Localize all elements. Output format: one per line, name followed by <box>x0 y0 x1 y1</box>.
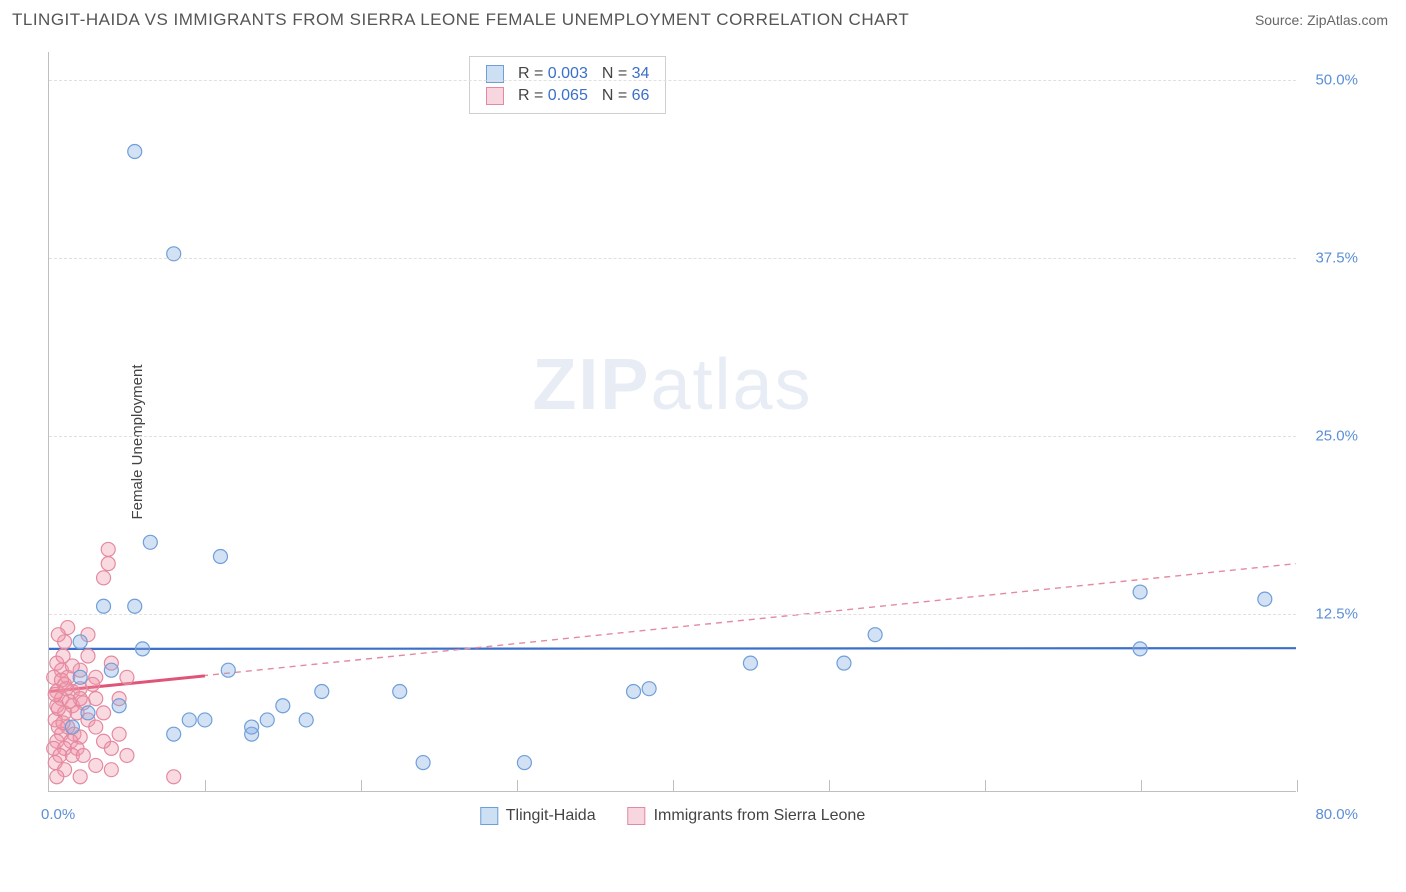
x-tick <box>1141 780 1142 792</box>
data-point <box>198 713 212 727</box>
data-point <box>416 756 430 770</box>
n-label-2: N = <box>602 87 627 104</box>
gridline-h <box>49 614 1296 615</box>
n-label-1: N = <box>602 65 627 82</box>
series2-name: Immigrants from Sierra Leone <box>654 807 866 825</box>
data-point <box>743 656 757 670</box>
data-point <box>245 720 259 734</box>
series1-name: Tlingit-Haida <box>506 807 596 825</box>
data-point <box>315 685 329 699</box>
data-point <box>128 144 142 158</box>
data-point <box>104 763 118 777</box>
data-point <box>260 713 274 727</box>
x-tick <box>829 780 830 792</box>
data-point <box>128 599 142 613</box>
bottom-legend-item-2: Immigrants from Sierra Leone <box>628 807 866 825</box>
data-point <box>642 682 656 696</box>
data-point <box>59 682 73 696</box>
legend-stats-row-1: R = 0.003 N = 34 <box>486 63 649 85</box>
data-point <box>65 720 79 734</box>
plot-area: ZIPatlas R = 0.003 N = 34 R = 0.065 N = … <box>48 52 1296 792</box>
data-point <box>86 677 100 691</box>
data-point <box>167 770 181 784</box>
x-tick <box>517 780 518 792</box>
y-tick-label: 37.5% <box>1315 250 1358 267</box>
data-point <box>89 720 103 734</box>
data-point <box>1133 585 1147 599</box>
data-point <box>299 713 313 727</box>
trend-line <box>49 648 1296 649</box>
data-point <box>81 706 95 720</box>
trend-line <box>49 564 1296 692</box>
legend-stats-row-2: R = 0.065 N = 66 <box>486 85 649 107</box>
data-point <box>112 727 126 741</box>
y-tick-label: 50.0% <box>1315 72 1358 89</box>
data-point <box>627 685 641 699</box>
data-point <box>221 663 235 677</box>
data-point <box>120 748 134 762</box>
r-label-2: R = <box>518 87 543 104</box>
data-point <box>1133 642 1147 656</box>
data-point <box>182 713 196 727</box>
data-point <box>104 663 118 677</box>
x-tick <box>205 780 206 792</box>
data-point <box>81 649 95 663</box>
data-point <box>167 727 181 741</box>
r-label-1: R = <box>518 65 543 82</box>
x-origin-label: 0.0% <box>41 806 75 823</box>
source-attribution: Source: ZipAtlas.com <box>1255 12 1388 28</box>
r-value-2: 0.065 <box>548 87 588 104</box>
y-tick-label: 12.5% <box>1315 606 1358 623</box>
x-tick <box>361 780 362 792</box>
data-point <box>97 599 111 613</box>
plot-svg <box>49 52 1296 791</box>
data-point <box>50 770 64 784</box>
data-point <box>120 670 134 684</box>
data-point <box>143 535 157 549</box>
n-value-2: 66 <box>632 87 650 104</box>
data-point <box>1258 592 1272 606</box>
data-point <box>73 770 87 784</box>
data-point <box>213 550 227 564</box>
data-point <box>97 734 111 748</box>
data-point <box>97 571 111 585</box>
data-point <box>517 756 531 770</box>
chart-header: TLINGIT-HAIDA VS IMMIGRANTS FROM SIERRA … <box>0 0 1406 36</box>
data-point <box>62 694 76 708</box>
data-point <box>112 699 126 713</box>
x-tick <box>673 780 674 792</box>
bottom-legend-item-1: Tlingit-Haida <box>480 807 596 825</box>
x-max-label: 80.0% <box>1315 806 1358 823</box>
data-point <box>89 692 103 706</box>
data-point <box>868 628 882 642</box>
bottom-legend: Tlingit-Haida Immigrants from Sierra Leo… <box>480 807 865 825</box>
data-point <box>101 542 115 556</box>
data-point <box>76 748 90 762</box>
gridline-h <box>49 80 1296 81</box>
y-tick-label: 25.0% <box>1315 428 1358 445</box>
chart-container: Female Unemployment ZIPatlas R = 0.003 N… <box>48 52 1378 832</box>
r-value-1: 0.003 <box>548 65 588 82</box>
legend-stats-box: R = 0.003 N = 34 R = 0.065 N = 66 <box>469 56 666 114</box>
data-point <box>393 685 407 699</box>
gridline-h <box>49 436 1296 437</box>
series2-swatch-bottom <box>628 807 646 825</box>
data-point <box>51 628 65 642</box>
data-point <box>276 699 290 713</box>
gridline-h <box>49 258 1296 259</box>
chart-title: TLINGIT-HAIDA VS IMMIGRANTS FROM SIERRA … <box>12 10 909 30</box>
data-point <box>97 706 111 720</box>
n-value-1: 34 <box>632 65 650 82</box>
data-point <box>101 557 115 571</box>
series1-swatch-bottom <box>480 807 498 825</box>
data-point <box>73 670 87 684</box>
data-point <box>837 656 851 670</box>
series2-swatch <box>486 87 504 105</box>
data-point <box>136 642 150 656</box>
x-tick <box>1297 780 1298 792</box>
data-point <box>73 635 87 649</box>
x-tick <box>985 780 986 792</box>
data-point <box>89 758 103 772</box>
